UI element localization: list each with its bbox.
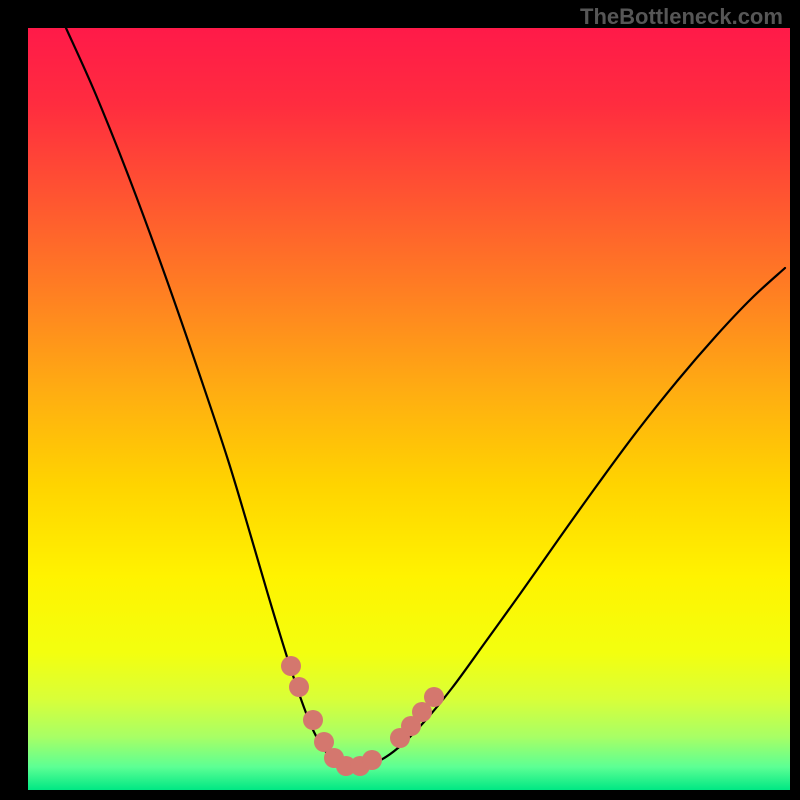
data-marker — [289, 677, 309, 697]
data-marker — [303, 710, 323, 730]
data-marker — [362, 750, 382, 770]
chart-svg — [0, 0, 800, 800]
data-marker — [281, 656, 301, 676]
watermark-text: TheBottleneck.com — [580, 4, 783, 30]
bottleneck-curve — [66, 28, 785, 770]
data-marker — [424, 687, 444, 707]
